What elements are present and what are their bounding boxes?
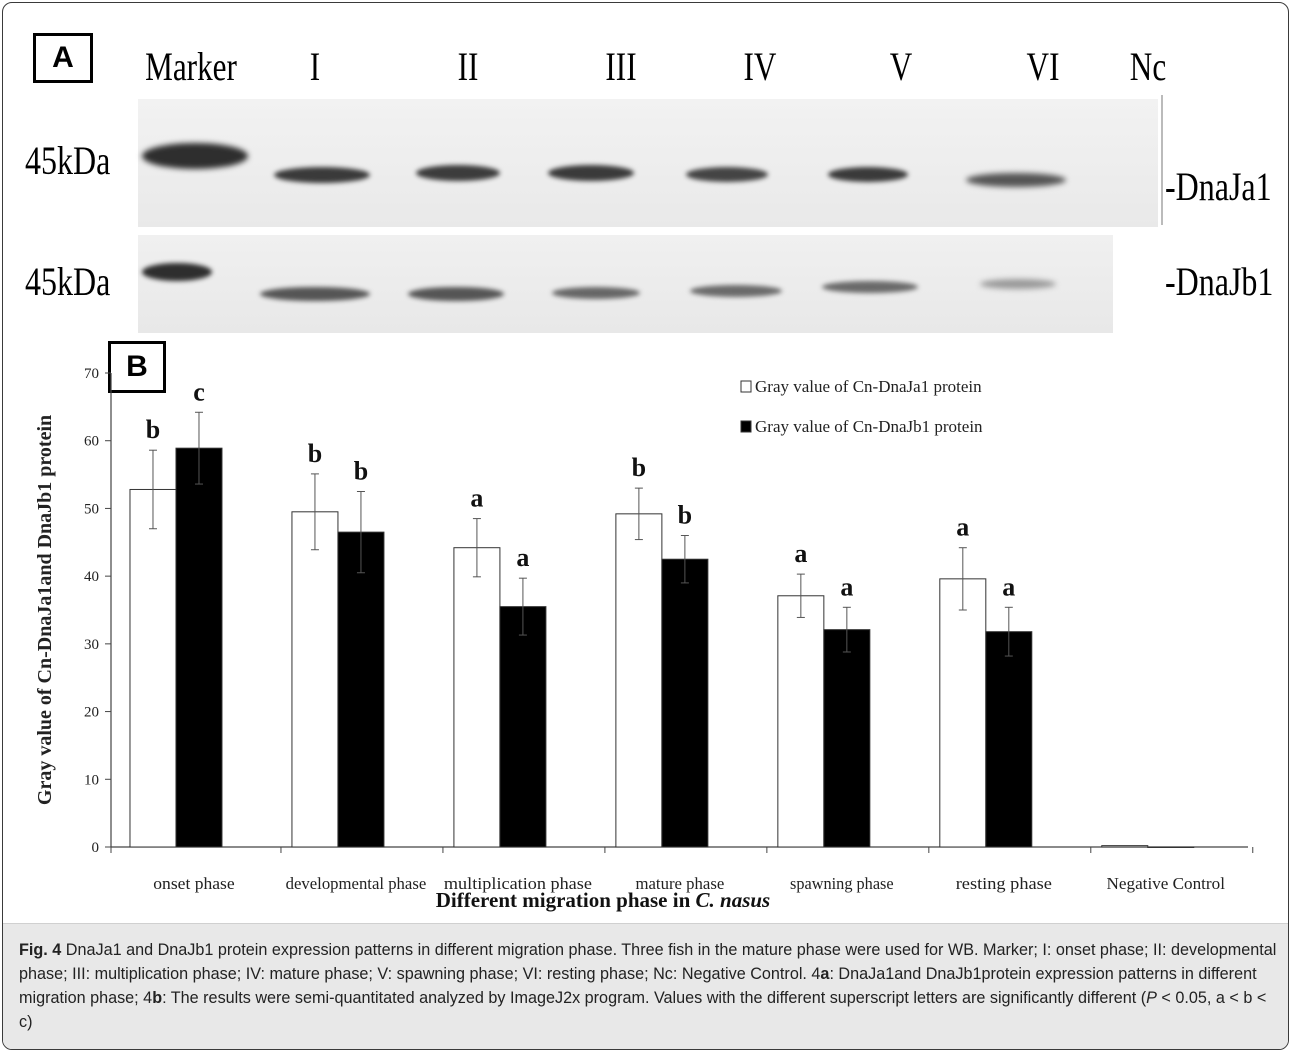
- significance-letter: a: [470, 484, 483, 513]
- band-lane-vi: [966, 173, 1066, 187]
- significance-letter: a: [956, 513, 969, 542]
- significance-letter: b: [632, 453, 646, 482]
- caption-part-4: < 0.05, a < b < c): [19, 989, 1267, 1031]
- blot-strip-dnajb1: [138, 235, 1113, 333]
- bar-dnajb1: [499, 606, 547, 848]
- x-axis-title-species: C. nasus: [696, 888, 771, 912]
- significance-letter: a: [840, 572, 853, 601]
- bar-dnaja1: [939, 578, 987, 848]
- band-lane-iii-2: [552, 287, 640, 299]
- y-axis-title: Gray value of Cn-DnaJa1and DnaJb1 protei…: [34, 415, 56, 805]
- bar-dnaja1: [291, 511, 339, 848]
- bar-dnajb1: [661, 558, 709, 848]
- y-tick-label: 0: [92, 840, 100, 856]
- caption-text: Fig. 4 DnaJa1 and DnaJb1 protein express…: [19, 938, 1281, 1034]
- caption-part-1: DnaJa1 and DnaJb1 protein expression pat…: [19, 941, 1277, 983]
- bar-dnaja1: [615, 513, 663, 848]
- bar-dnajb1: [985, 631, 1033, 848]
- caption-italic-p: P: [1146, 989, 1157, 1007]
- x-axis-title-main: Different migration phase in: [436, 888, 696, 912]
- band-lane-i-2: [260, 287, 370, 301]
- band-lane-v-2: [822, 281, 918, 293]
- caption-part-2: : DnaJa1and DnaJb1protein expression pat…: [19, 965, 1257, 1007]
- x-axis-title: Different migration phase in C. nasus: [436, 888, 770, 912]
- x-category-label: Negative Control: [1107, 874, 1226, 893]
- y-tick-label: 70: [84, 366, 99, 382]
- caption-bold-a: a: [820, 965, 830, 983]
- blot-strip-dnaja1: [138, 99, 1158, 227]
- x-category-label: spawning phase: [790, 874, 894, 893]
- bar-dnajb1: [823, 629, 871, 848]
- band-marker: [142, 143, 248, 169]
- x-category-label: mature phase: [635, 874, 724, 893]
- legend-label: Gray value of Cn-DnaJa1 protein: [755, 377, 982, 396]
- significance-letter: b: [354, 457, 368, 486]
- x-category-label: onset phase: [153, 874, 234, 893]
- caption-fig-label: Fig. 4: [19, 941, 62, 959]
- x-category-label: developmental phase: [286, 874, 427, 893]
- band-lane-i: [274, 167, 370, 183]
- significance-letter: c: [193, 377, 205, 406]
- bar-chart: 0 10 20 30 40 50 60 70 onset phase developmental …: [34, 366, 1254, 912]
- panel-a-label: A: [33, 33, 93, 83]
- lane-label-iv: IV: [743, 44, 777, 89]
- band-lane-v: [828, 167, 908, 182]
- lane-label-vi: VI: [1026, 44, 1060, 89]
- lane-label-v: V: [889, 44, 913, 89]
- y-tick-label: 20: [84, 705, 99, 721]
- size-label-dnajb1: 45kDa: [25, 259, 111, 304]
- bar-dnaja1: [777, 595, 825, 848]
- band-lane-ii: [416, 165, 500, 181]
- legend-label: Gray value of Cn-DnaJb1 protein: [755, 417, 983, 436]
- band-lane-iv: [686, 167, 768, 182]
- significance-letter: a: [794, 539, 807, 568]
- lane-label-ii: II: [457, 44, 479, 89]
- legend-swatch: [740, 380, 752, 393]
- y-tick-label: 40: [84, 569, 99, 585]
- significance-letter: b: [678, 501, 692, 530]
- band-lane-iv-2: [690, 285, 782, 297]
- protein-label-dnajb1: -DnaJb1: [1165, 259, 1274, 304]
- panel-b-label: B: [108, 341, 166, 393]
- y-tick-label: 60: [84, 434, 99, 450]
- y-tick-label: 10: [84, 772, 99, 788]
- lane-label-i: I: [309, 44, 321, 89]
- lane-label-iii: III: [605, 44, 637, 89]
- protein-label-dnaja1: -DnaJa1: [1165, 164, 1272, 209]
- band-lane-ii-2: [408, 287, 504, 301]
- blot-divider-1: [1161, 95, 1163, 225]
- x-category-label: multiplication phase: [444, 874, 592, 893]
- band-lane-iii: [548, 165, 634, 181]
- significance-letter: a: [516, 543, 529, 572]
- significance-letter: a: [1002, 572, 1015, 601]
- bar-dnaja1: [129, 488, 177, 848]
- bar-dnaja1: [1101, 845, 1149, 848]
- band-marker-2: [142, 263, 212, 281]
- band-lane-vi-2: [980, 279, 1056, 289]
- bar-dnajb1: [1147, 846, 1195, 848]
- caption-bold-b: b: [152, 989, 163, 1007]
- size-label-dnaja1: 45kDa: [25, 138, 111, 183]
- lane-label-nc: Nc: [1129, 44, 1167, 89]
- bar-dnaja1: [453, 547, 501, 848]
- caption-part-3: : The results were semi-quantitated anal…: [162, 989, 1147, 1007]
- significance-letter: b: [146, 415, 160, 444]
- significance-letter: b: [308, 439, 322, 468]
- lane-label-marker: Marker: [145, 44, 237, 89]
- bar-dnajb1: [337, 531, 385, 848]
- figure-caption: Fig. 4 DnaJa1 and DnaJb1 protein express…: [3, 923, 1288, 1049]
- y-tick-label: 50: [84, 501, 99, 517]
- x-category-label: resting phase: [956, 874, 1052, 893]
- legend-swatch: [740, 420, 752, 433]
- y-tick-label: 30: [84, 637, 99, 653]
- bar-dnajb1: [175, 447, 223, 848]
